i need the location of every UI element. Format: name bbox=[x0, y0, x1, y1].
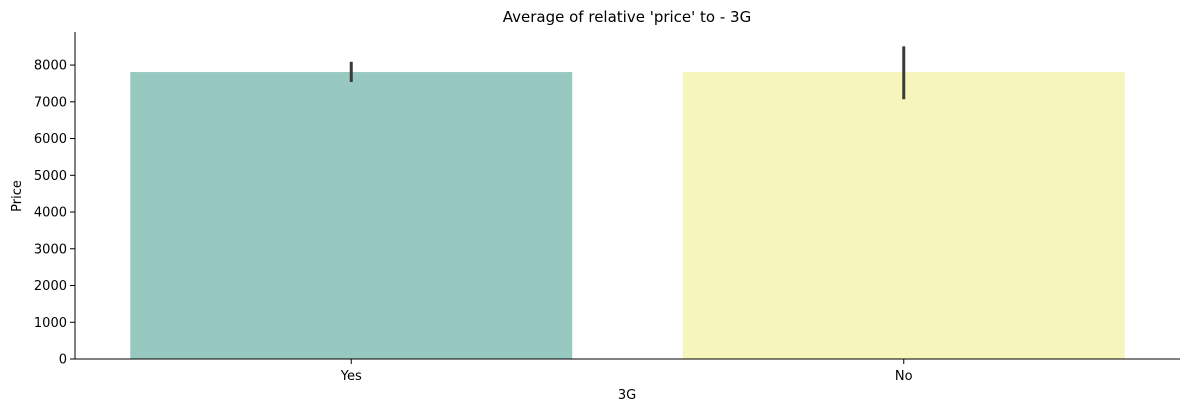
bar-no bbox=[682, 72, 1125, 360]
x-tick-label: Yes bbox=[340, 369, 362, 384]
y-tick-label: 5000 bbox=[34, 169, 67, 184]
chart-title: Average of relative 'price' to - 3G bbox=[503, 8, 751, 26]
y-tick-label: 2000 bbox=[34, 279, 67, 294]
y-tick-label: 4000 bbox=[34, 206, 67, 221]
y-axis-label: Price bbox=[10, 180, 25, 212]
y-tick-label: 8000 bbox=[34, 59, 67, 74]
y-tick-label: 0 bbox=[59, 353, 67, 368]
bar-yes bbox=[130, 72, 573, 360]
y-tick-label: 3000 bbox=[34, 242, 67, 257]
x-tick-label: No bbox=[895, 369, 913, 384]
x-axis: Yes No bbox=[75, 358, 1180, 384]
y-tick-label: 7000 bbox=[34, 95, 67, 110]
x-axis-label: 3G bbox=[618, 388, 636, 403]
y-tick-label: 1000 bbox=[34, 316, 67, 331]
bars-layer bbox=[130, 72, 1125, 360]
error-bars-layer bbox=[349, 46, 906, 100]
y-axis: 0 1000 2000 3000 4000 5000 6000 7000 8000 bbox=[34, 32, 76, 368]
y-tick-label: 6000 bbox=[34, 132, 67, 147]
